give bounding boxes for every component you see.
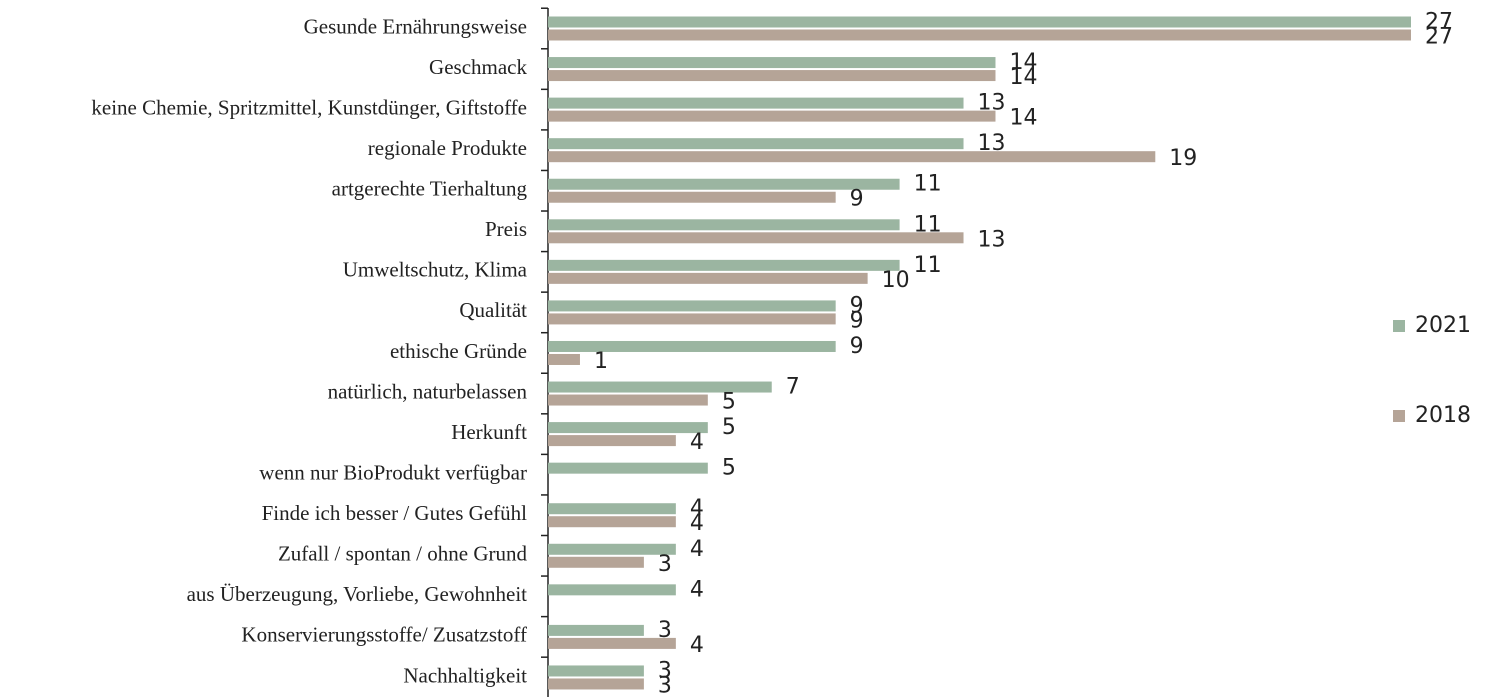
legend-swatch bbox=[1393, 320, 1405, 332]
category-label: natürlich, naturbelassen bbox=[328, 379, 528, 403]
bar bbox=[548, 272, 868, 284]
bar bbox=[548, 394, 708, 406]
value-label: 14 bbox=[1009, 106, 1037, 131]
bar bbox=[548, 219, 900, 231]
bar bbox=[548, 422, 708, 434]
bar bbox=[548, 300, 836, 312]
category-label: regionale Produkte bbox=[368, 136, 527, 160]
category-label: keine Chemie, Spritzmittel, Kunstdünger,… bbox=[91, 95, 527, 119]
category-label: Konservierungsstoffe/ Zusatzstoff bbox=[241, 623, 527, 647]
category-label: Preis bbox=[485, 217, 527, 241]
bar bbox=[548, 435, 676, 447]
value-label: 4 bbox=[690, 633, 704, 658]
value-label: 3 bbox=[658, 673, 672, 697]
bar bbox=[548, 313, 836, 325]
value-label: 13 bbox=[978, 227, 1006, 252]
bar bbox=[548, 503, 676, 515]
value-label: 4 bbox=[690, 496, 704, 521]
bar bbox=[548, 353, 580, 365]
value-label: 10 bbox=[882, 268, 910, 293]
bar bbox=[548, 665, 644, 677]
value-label: 11 bbox=[914, 253, 942, 278]
category-label: Herkunft bbox=[451, 420, 527, 444]
bar bbox=[548, 462, 708, 474]
value-label: 14 bbox=[1009, 50, 1037, 75]
bar bbox=[548, 138, 964, 150]
bar bbox=[548, 381, 772, 393]
bar bbox=[548, 584, 676, 596]
value-label: 1 bbox=[594, 349, 608, 374]
category-label: wenn nur BioProdukt verfügbar bbox=[259, 460, 527, 484]
value-label: 5 bbox=[722, 456, 736, 481]
value-label: 11 bbox=[914, 172, 942, 197]
value-label: 5 bbox=[722, 415, 736, 440]
category-label: Geschmack bbox=[429, 55, 527, 79]
value-label: 4 bbox=[690, 577, 704, 602]
value-label: 9 bbox=[850, 293, 864, 318]
bar bbox=[548, 232, 964, 244]
value-label: 27 bbox=[1425, 10, 1453, 35]
bar bbox=[548, 178, 900, 190]
category-label: Zufall / spontan / ohne Grund bbox=[278, 542, 528, 566]
bar bbox=[548, 16, 1411, 28]
value-label: 4 bbox=[690, 537, 704, 562]
bar bbox=[548, 637, 676, 649]
bar bbox=[548, 556, 644, 568]
category-label: Qualität bbox=[459, 298, 527, 322]
category-label: Nachhaltigkeit bbox=[403, 663, 527, 687]
category-label: ethische Gründe bbox=[390, 339, 527, 363]
category-label: Finde ich besser / Gutes Gefühl bbox=[262, 501, 528, 525]
bar bbox=[548, 516, 676, 528]
value-label: 9 bbox=[850, 187, 864, 212]
value-label: 3 bbox=[658, 658, 672, 683]
legend-label: 2018 bbox=[1415, 403, 1471, 428]
bar bbox=[548, 110, 996, 122]
bar bbox=[548, 624, 644, 636]
bar bbox=[548, 259, 900, 271]
value-label: 14 bbox=[1009, 65, 1037, 90]
value-label: 9 bbox=[850, 308, 864, 333]
bar bbox=[548, 97, 964, 109]
value-label: 3 bbox=[658, 618, 672, 643]
value-label: 5 bbox=[722, 390, 736, 415]
legend-swatch bbox=[1393, 410, 1405, 422]
value-label: 3 bbox=[658, 552, 672, 577]
bar bbox=[548, 151, 1156, 163]
value-label: 4 bbox=[690, 430, 704, 455]
value-label: 4 bbox=[690, 511, 704, 536]
bar bbox=[548, 340, 836, 352]
legend-label: 2021 bbox=[1415, 313, 1471, 338]
category-label: Gesunde Ernährungsweise bbox=[304, 14, 527, 38]
category-label: artgerechte Tierhaltung bbox=[332, 177, 528, 201]
category-label: Umweltschutz, Klima bbox=[343, 258, 528, 282]
bar bbox=[548, 57, 996, 69]
bar bbox=[548, 678, 644, 690]
bar bbox=[548, 543, 676, 555]
bar bbox=[548, 70, 996, 82]
category-label: aus Überzeugung, Vorliebe, Gewohnheit bbox=[187, 582, 528, 606]
bar bbox=[548, 191, 836, 203]
bar bbox=[548, 29, 1411, 41]
value-label: 19 bbox=[1169, 146, 1197, 171]
value-label: 9 bbox=[850, 334, 864, 359]
value-label: 27 bbox=[1425, 25, 1453, 50]
value-label: 7 bbox=[786, 375, 800, 400]
